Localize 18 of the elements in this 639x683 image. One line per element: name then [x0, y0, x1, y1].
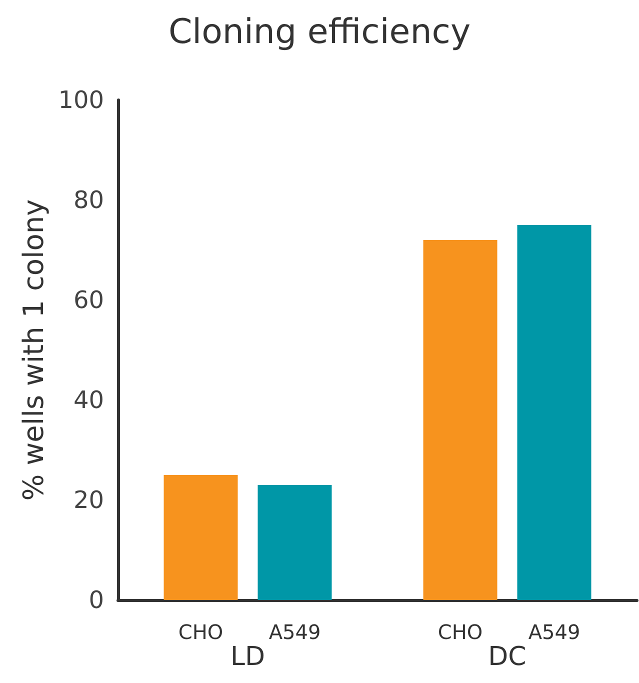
x-tick-label: DC: [488, 642, 526, 672]
bar: [258, 485, 332, 600]
bar: [164, 475, 238, 600]
y-tick-label: 60: [73, 286, 104, 314]
chart-title: Cloning efficiency: [168, 12, 471, 52]
y-tick-label: 40: [73, 386, 104, 414]
text: CHO: [438, 620, 483, 644]
y-axis-title: % wells with 1 colony: [16, 199, 50, 501]
y-tick-label: 100: [58, 86, 104, 114]
bar: [423, 240, 498, 600]
text: A549: [528, 620, 580, 644]
x-tick-label: LD: [230, 642, 266, 672]
y-tick-label: 80: [73, 186, 104, 214]
y-tick-label: 20: [73, 486, 104, 514]
series-label: A549: [268, 620, 321, 644]
y-tick-label: 0: [88, 586, 104, 614]
bar: [517, 225, 592, 600]
series-label: CHO: [178, 620, 224, 644]
